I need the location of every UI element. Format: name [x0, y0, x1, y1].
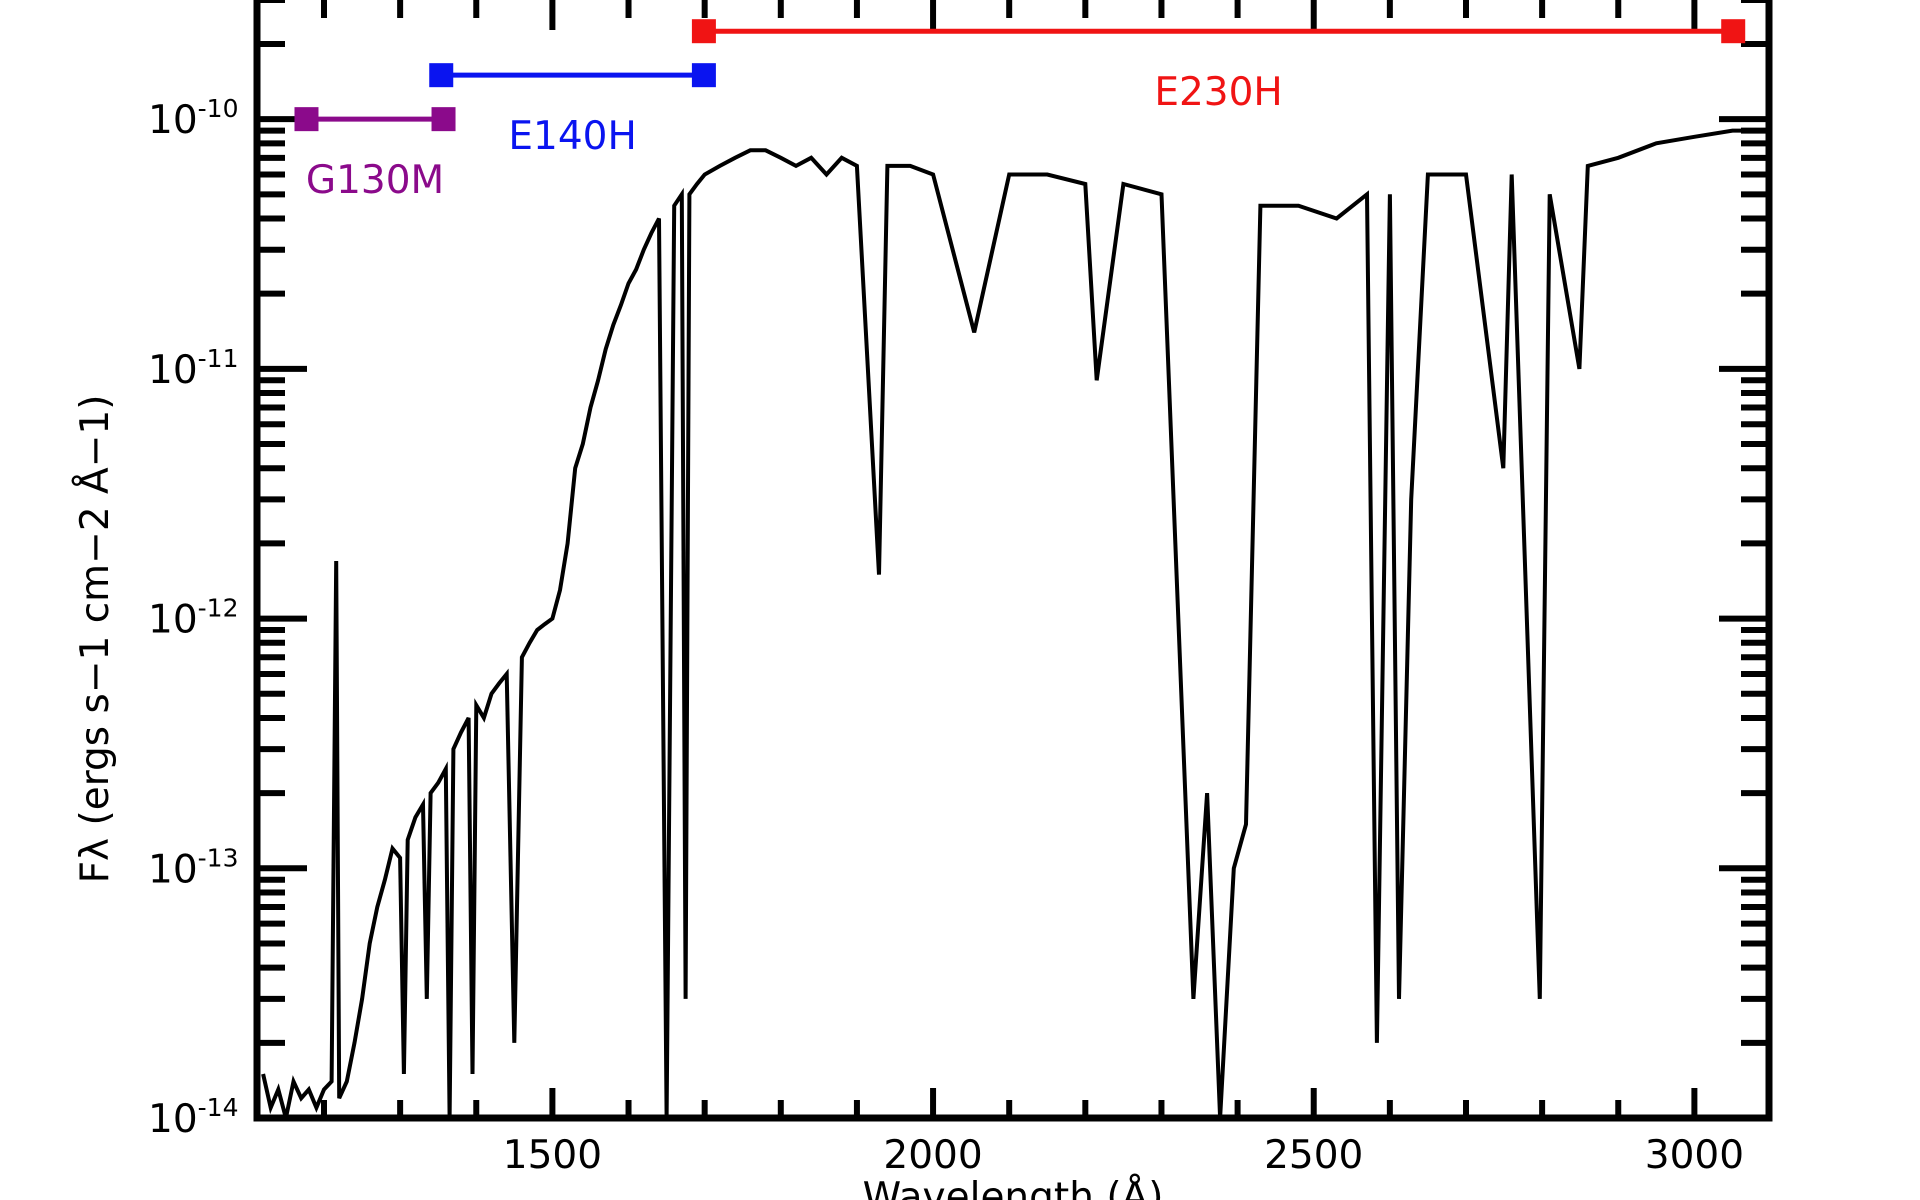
- range-end: [294, 107, 319, 132]
- x-tick-label: 2500: [1264, 1133, 1363, 1178]
- x-tick-label: 1500: [503, 1133, 602, 1178]
- y-tick-label: 10-13: [148, 843, 238, 892]
- y-axis-label: Fλ (ergs s−1 cm−2 Å−1): [71, 395, 118, 884]
- range-label: E230H: [1154, 70, 1282, 115]
- range-end: [429, 63, 454, 88]
- y-tick-label: 10-12: [148, 594, 238, 643]
- range-end: [431, 107, 456, 132]
- range-end: [691, 63, 716, 88]
- range-label: E140H: [508, 114, 636, 159]
- spectrum-line: [261, 128, 1767, 1119]
- x-tick-label: 2000: [883, 1133, 982, 1178]
- range-end: [691, 19, 716, 44]
- range-label: G130M: [306, 158, 444, 203]
- x-tick-label: 3000: [1645, 1133, 1744, 1178]
- plot-frame: [253, 0, 1773, 1122]
- x-axis-label: Wavelength (Å): [863, 1173, 1164, 1200]
- y-tick-label: 10-14: [148, 1093, 238, 1142]
- y-tick-label: 10-10: [148, 94, 238, 143]
- range-end: [1721, 19, 1746, 44]
- y-tick-label: 10-11: [148, 344, 238, 393]
